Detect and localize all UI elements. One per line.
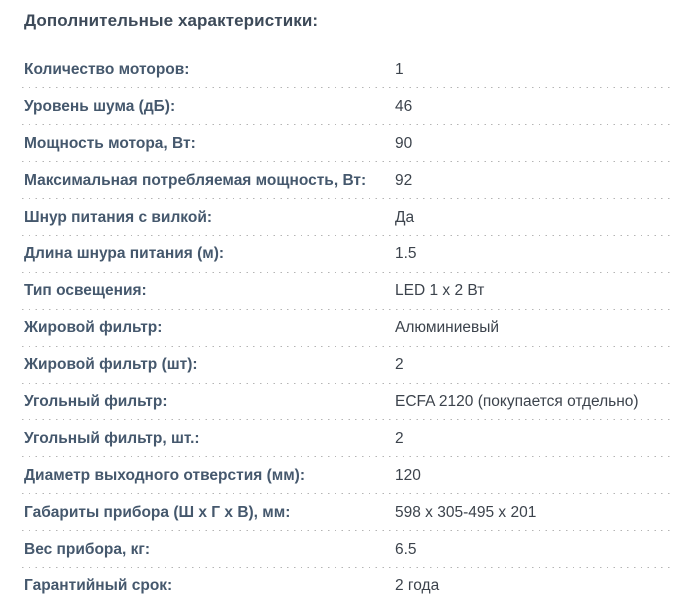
spec-row: Диаметр выходного отверстия (мм): 120 [22,457,675,495]
spec-label: Максимальная потребляемая мощность, Вт: [24,171,367,189]
spec-row: Максимальная потребляемая мощность, Вт: … [22,162,675,199]
spec-label: Уровень шума (дБ): [24,97,176,115]
spec-value: Да [395,208,415,226]
spec-value: 1.5 [395,245,417,263]
spec-row: Мощность мотора, Вт: 90 [22,125,675,163]
spec-row: Угольный фильтр, шт.: 2 [22,420,675,458]
spec-label: Жировой фильтр: [24,319,163,337]
spec-label: Гарантийный срок: [24,577,173,595]
spec-row: Гарантийный срок: 2 года [24,568,675,605]
spec-row: Габариты прибора (Ш х Г х В), мм: 598 x … [22,494,675,531]
spec-row: Тип освещения: LED 1 x 2 Вт [22,273,675,310]
spec-value: 2 [395,429,404,447]
spec-value: 90 [395,134,413,152]
spec-row: Длина шнура питания (м): 1.5 [22,236,675,273]
spec-label: Угольный фильтр: [24,392,168,410]
spec-row: Жировой фильтр (шт): 2 [22,347,675,384]
spec-value: 120 [395,466,421,484]
spec-label: Жировой фильтр (шт): [24,356,198,374]
spec-row: Угольный фильтр: ECFA 2120 (покупается о… [22,384,675,421]
spec-label: Вес прибора, кг: [24,540,151,558]
spec-value: 2 года [395,577,440,595]
spec-value: 46 [395,97,413,115]
spec-row: Количество моторов: 1 [22,52,675,89]
spec-row: Жировой фильтр: Алюминиевый [22,310,675,347]
spec-label: Шнур питания с вилкой: [24,208,213,226]
spec-value: Алюминиевый [395,319,500,337]
spec-label: Количество моторов: [24,60,190,78]
spec-value: 598 x 305-495 x 201 [395,503,537,521]
spec-label: Угольный фильтр, шт.: [24,429,200,447]
spec-row: Шнур питания с вилкой: Да [22,199,675,236]
section-title: Дополнительные характеристики: [24,11,319,30]
spec-row: Вес прибора, кг: 6.5 [22,531,675,568]
spec-label: Диаметр выходного отверстия (мм): [24,466,305,484]
spec-value: ECFA 2120 (покупается отдельно) [395,392,639,410]
spec-value: 6.5 [395,540,417,558]
spec-label: Габариты прибора (Ш х Г х В), мм: [24,503,291,521]
spec-value: 1 [395,60,404,78]
specs-table: Количество моторов: 1 Уровень шума (дБ):… [22,52,675,605]
spec-value: 92 [395,171,413,189]
spec-value: LED 1 x 2 Вт [395,282,485,300]
spec-row: Уровень шума (дБ): 46 [22,88,675,126]
spec-value: 2 [395,356,404,374]
spec-label: Мощность мотора, Вт: [24,134,196,152]
spec-label: Тип освещения: [24,282,147,300]
spec-label: Длина шнура питания (м): [24,245,225,263]
